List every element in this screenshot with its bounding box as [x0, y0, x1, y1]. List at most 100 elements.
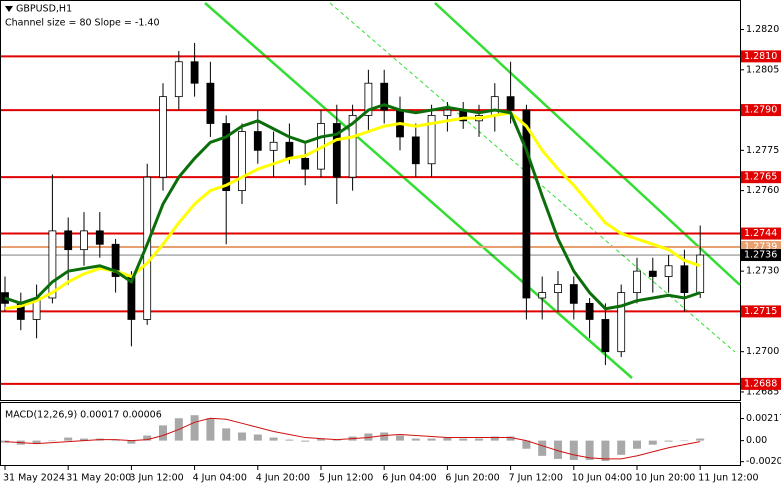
- candle-body: [95, 230, 104, 245]
- candle-body: [538, 292, 547, 299]
- macd-bar: [427, 438, 436, 441]
- candle-body: [585, 302, 594, 320]
- level-label-box: [741, 50, 781, 63]
- macd-bar: [569, 440, 578, 460]
- chart-title: GBPUSD,H1: [16, 4, 72, 15]
- level-label: 1.2810: [744, 51, 777, 62]
- x-tick-label: 7 Jun 12:00: [509, 473, 563, 484]
- macd-bar: [332, 439, 341, 441]
- candle-body: [111, 243, 120, 277]
- moving-average: [4, 103, 701, 311]
- macd-bar: [633, 440, 641, 449]
- macd-bar: [285, 439, 294, 441]
- x-tick-label: 10 Jun 20:00: [635, 473, 695, 484]
- candle-body: [285, 141, 294, 159]
- level-label: 1.2688: [744, 378, 777, 389]
- candle-body: [190, 61, 199, 84]
- candle-body: [80, 230, 88, 251]
- level-label: 1.2739: [744, 241, 777, 252]
- x-tick-label: 6 Jun 20:00: [445, 473, 499, 484]
- y-tick-label: -0.00207: [746, 456, 781, 467]
- level-label-box: [741, 377, 781, 390]
- level-label-box: [741, 171, 781, 184]
- y-tick-label: 1.2730: [746, 266, 779, 277]
- macd-bar: [80, 438, 88, 441]
- macd-bar: [48, 440, 57, 442]
- macd-bar: [269, 437, 278, 441]
- macd-bar: [317, 438, 325, 441]
- y-tick-label: 0.00217: [746, 413, 781, 424]
- candle-body: [648, 270, 657, 277]
- price-frame: [0, 0, 741, 401]
- x-tick-label: 11 Jun 12:00: [698, 473, 758, 484]
- candle-body: [633, 270, 641, 294]
- macd-bar: [159, 425, 167, 441]
- candle-body: [522, 109, 531, 299]
- candle-body: [174, 61, 183, 98]
- candle-body: [411, 136, 420, 165]
- macd-bar: [585, 440, 594, 460]
- candle-body: [48, 230, 57, 299]
- candle-body: [664, 265, 673, 277]
- chart-subtitle: Channel size = 80 Slope = -1.40: [5, 18, 160, 29]
- candle-body: [301, 157, 310, 170]
- macd-bar: [490, 436, 499, 441]
- macd-bar: [222, 428, 231, 441]
- y-tick-label: 1.2760: [746, 185, 779, 196]
- macd-bar: [380, 432, 389, 441]
- macd-bar: [238, 432, 246, 441]
- y-tick-label: 1.2685: [746, 386, 779, 397]
- macd-bar: [111, 440, 120, 442]
- candle-body: [601, 319, 610, 353]
- macd-bar: [522, 440, 531, 449]
- candle-body: [427, 115, 436, 165]
- candle-body: [506, 96, 515, 111]
- y-tick-label: 1.2805: [746, 64, 779, 75]
- candle-body: [143, 176, 152, 320]
- macd-bar: [396, 435, 404, 441]
- macd-bar: [253, 434, 262, 441]
- x-tick-label: 4 Jun 04:00: [193, 473, 247, 484]
- candle-body: [238, 131, 246, 192]
- macd-bar: [554, 440, 562, 459]
- candle-body: [348, 115, 357, 178]
- candle-body: [569, 284, 578, 304]
- channel-line: [434, 2, 741, 286]
- y-tick-label: 1.2820: [746, 24, 779, 35]
- macd-bar: [64, 437, 73, 441]
- candle-body: [554, 284, 562, 294]
- macd-bar: [364, 433, 373, 441]
- macd-bar: [443, 437, 452, 441]
- x-tick-label: 31 May 20:00: [66, 473, 131, 484]
- candle-body: [380, 82, 389, 111]
- macd-bar: [696, 438, 705, 441]
- macd-bar: [617, 440, 626, 455]
- candle-body: [696, 254, 705, 294]
- macd-bar: [459, 438, 468, 441]
- x-tick-label: 31 May 2024: [3, 473, 65, 484]
- level-label-box: [741, 227, 781, 240]
- level-label: 1.2744: [744, 228, 777, 239]
- macd-bar: [301, 440, 310, 442]
- candle-body: [332, 123, 341, 178]
- macd-bar: [664, 440, 673, 442]
- signal-line: [4, 417, 701, 460]
- macd-bar: [190, 415, 199, 441]
- candle-body: [443, 109, 452, 116]
- candle-body: [222, 123, 231, 192]
- macd-bar: [648, 440, 657, 445]
- candle-body: [159, 96, 167, 178]
- macd-title: MACD(12,26,9) 0.00017 0.00006: [5, 410, 162, 421]
- macd-bar: [475, 438, 483, 441]
- x-tick-label: 6 Jun 04:00: [382, 473, 436, 484]
- macd-bar: [680, 440, 689, 442]
- level-label-box: [741, 249, 781, 262]
- macd-bar: [411, 438, 420, 441]
- macd-bar: [127, 440, 136, 444]
- y-tick-label: 1.2700: [746, 346, 779, 357]
- level-label: 1.2765: [744, 172, 777, 183]
- macd-bar: [506, 436, 515, 441]
- y-tick-label: 0.00: [746, 435, 767, 446]
- level-label-box: [741, 305, 781, 318]
- level-label: 1.2715: [744, 306, 777, 317]
